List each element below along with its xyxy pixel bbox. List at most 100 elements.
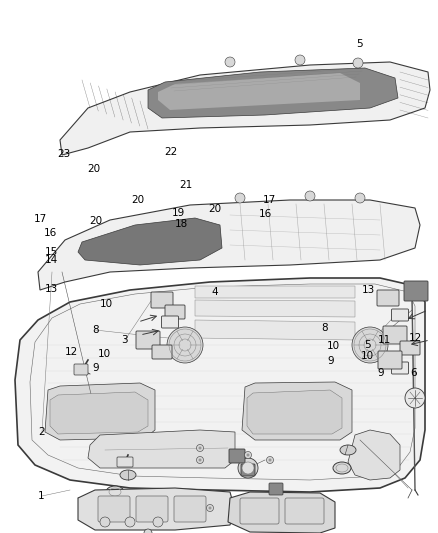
Circle shape (144, 529, 152, 533)
Text: 15: 15 (45, 247, 58, 256)
FancyBboxPatch shape (392, 362, 409, 374)
Circle shape (125, 517, 135, 527)
FancyBboxPatch shape (383, 326, 407, 344)
Text: 13: 13 (45, 284, 58, 294)
Ellipse shape (333, 462, 351, 474)
Text: 16: 16 (258, 209, 272, 219)
Text: 10: 10 (327, 342, 340, 351)
Circle shape (225, 57, 235, 67)
Polygon shape (348, 430, 400, 480)
FancyBboxPatch shape (240, 498, 279, 524)
Circle shape (208, 506, 212, 510)
Text: 8: 8 (321, 323, 328, 333)
Text: 10: 10 (360, 351, 374, 361)
Text: 9: 9 (327, 357, 334, 366)
Text: 20: 20 (89, 216, 102, 226)
Polygon shape (195, 286, 355, 298)
FancyBboxPatch shape (241, 464, 255, 476)
Circle shape (100, 517, 110, 527)
Polygon shape (78, 488, 235, 530)
Text: 6: 6 (410, 368, 417, 378)
Polygon shape (38, 200, 420, 290)
Circle shape (198, 447, 201, 449)
Ellipse shape (120, 470, 136, 480)
Text: 14: 14 (45, 255, 58, 265)
Text: 5: 5 (364, 341, 371, 350)
Ellipse shape (106, 486, 124, 498)
FancyBboxPatch shape (285, 498, 324, 524)
Text: 9: 9 (378, 368, 385, 378)
Circle shape (238, 458, 258, 478)
Circle shape (197, 445, 204, 451)
Circle shape (153, 517, 163, 527)
Polygon shape (148, 68, 398, 118)
FancyBboxPatch shape (152, 345, 172, 359)
Text: 2: 2 (38, 427, 45, 437)
Text: 17: 17 (263, 195, 276, 205)
Text: 20: 20 (88, 165, 101, 174)
Text: 18: 18 (175, 219, 188, 229)
FancyBboxPatch shape (117, 457, 133, 467)
Text: 13: 13 (362, 286, 375, 295)
Circle shape (266, 456, 273, 464)
Text: 1: 1 (38, 491, 45, 500)
Circle shape (405, 388, 425, 408)
FancyBboxPatch shape (174, 496, 206, 522)
Text: 21: 21 (180, 181, 193, 190)
Polygon shape (88, 430, 235, 468)
Text: 19: 19 (172, 208, 185, 218)
Circle shape (197, 456, 204, 464)
Polygon shape (45, 383, 155, 440)
FancyBboxPatch shape (136, 496, 168, 522)
FancyBboxPatch shape (400, 341, 420, 355)
Ellipse shape (340, 445, 356, 455)
Circle shape (295, 55, 305, 65)
Polygon shape (195, 320, 355, 340)
Circle shape (206, 505, 213, 512)
FancyBboxPatch shape (378, 351, 402, 369)
FancyBboxPatch shape (392, 309, 409, 321)
Text: 3: 3 (121, 335, 128, 345)
Text: 10: 10 (98, 350, 111, 359)
Polygon shape (15, 278, 425, 492)
FancyBboxPatch shape (151, 292, 173, 308)
Polygon shape (78, 218, 222, 265)
Text: 12: 12 (64, 347, 78, 357)
Text: 8: 8 (92, 326, 99, 335)
Text: 20: 20 (131, 195, 145, 205)
Circle shape (352, 327, 388, 363)
Circle shape (355, 193, 365, 203)
FancyBboxPatch shape (404, 281, 428, 301)
Circle shape (353, 58, 363, 68)
Text: 4: 4 (211, 287, 218, 297)
FancyBboxPatch shape (162, 316, 179, 328)
FancyBboxPatch shape (165, 305, 185, 319)
Text: 9: 9 (92, 363, 99, 373)
Text: 23: 23 (57, 149, 70, 158)
Circle shape (198, 458, 201, 462)
FancyBboxPatch shape (269, 483, 283, 495)
Polygon shape (242, 382, 352, 440)
Polygon shape (158, 73, 360, 110)
FancyBboxPatch shape (136, 331, 160, 349)
Polygon shape (195, 300, 355, 317)
Text: 16: 16 (44, 229, 57, 238)
Polygon shape (60, 62, 430, 155)
Text: 11: 11 (378, 335, 391, 345)
FancyBboxPatch shape (74, 364, 88, 375)
FancyBboxPatch shape (229, 449, 245, 463)
Text: 10: 10 (99, 299, 113, 309)
Text: 12: 12 (409, 334, 422, 343)
FancyBboxPatch shape (377, 290, 399, 306)
Circle shape (247, 454, 250, 456)
Text: 22: 22 (164, 147, 177, 157)
Circle shape (305, 191, 315, 201)
Polygon shape (228, 492, 335, 533)
Polygon shape (247, 390, 342, 434)
Circle shape (242, 462, 254, 474)
Circle shape (268, 458, 272, 462)
Circle shape (244, 451, 251, 458)
FancyBboxPatch shape (98, 496, 130, 522)
Polygon shape (50, 392, 148, 434)
Text: 5: 5 (356, 39, 363, 49)
